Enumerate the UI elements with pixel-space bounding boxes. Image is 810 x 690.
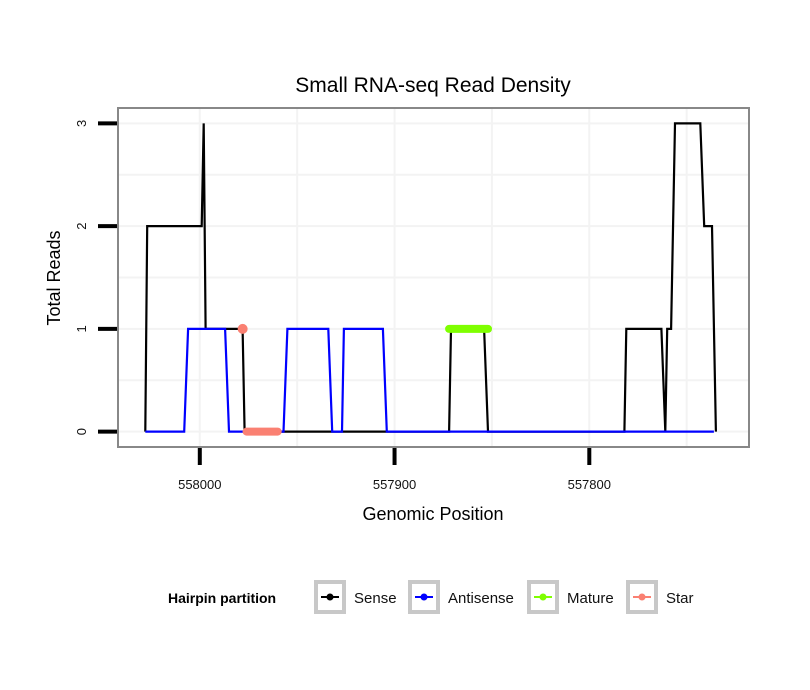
legend-key-point [420,593,428,601]
chart-title: Small RNA-seq Read Density [295,74,571,97]
legend-label: Mature [567,590,614,607]
y-tick-label: 2 [74,223,89,230]
x-axis-label: Genomic Position [362,504,503,524]
x-tick-label: 557800 [568,477,611,492]
series-antisense-line [145,327,714,433]
legend-key-box [314,580,346,614]
x-axis: 558000 557900 557800 [178,448,611,492]
y-tick-label: 3 [74,120,89,127]
legend-key-point [539,593,547,601]
x-tick-label: 558000 [178,477,221,492]
legend-label: Sense [354,590,397,607]
y-tick-label: 0 [74,428,89,435]
legend: Hairpin partition Sense Antisense Mature St… [168,580,694,614]
legend-title: Hairpin partition [168,590,276,606]
series-layer [144,122,717,436]
y-axis: 0 1 2 3 [74,120,117,435]
y-tick-label: 1 [74,325,89,332]
x-tick-label: 557900 [373,477,416,492]
legend-key-point [638,593,646,601]
legend-label: Star [666,590,694,607]
legend-key-point [326,593,334,601]
y-axis-label: Total Reads [44,230,64,325]
series-star-point [237,323,248,334]
legend-label: Antisense [448,590,514,607]
